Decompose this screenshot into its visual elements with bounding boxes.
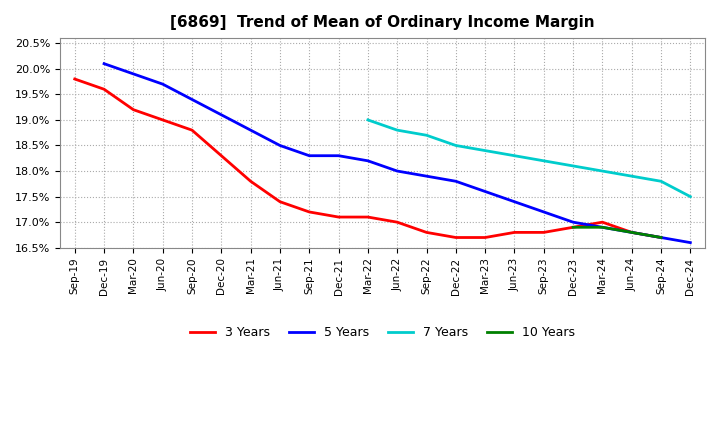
5 Years [246,128,255,133]
Line: 3 Years: 3 Years [75,79,661,238]
3 Years [71,77,79,82]
5 Years [188,97,197,102]
3 Years [334,214,343,220]
10 Years [569,225,577,230]
3 Years [100,87,109,92]
7 Years [393,128,402,133]
5 Years [276,143,284,148]
5 Years [158,81,167,87]
Line: 7 Years: 7 Years [368,120,690,197]
7 Years [598,169,607,174]
Line: 5 Years: 5 Years [104,64,690,242]
3 Years [217,153,225,158]
3 Years [246,179,255,184]
5 Years [305,153,314,158]
3 Years [364,214,372,220]
3 Years [510,230,519,235]
3 Years [569,225,577,230]
5 Years [422,173,431,179]
5 Years [393,169,402,174]
Line: 10 Years: 10 Years [573,227,661,238]
7 Years [627,173,636,179]
5 Years [657,235,665,240]
10 Years [657,235,665,240]
7 Years [686,194,695,199]
5 Years [364,158,372,163]
7 Years [569,163,577,169]
5 Years [569,220,577,225]
3 Years [451,235,460,240]
3 Years [188,128,197,133]
Title: [6869]  Trend of Mean of Ordinary Income Margin: [6869] Trend of Mean of Ordinary Income … [170,15,595,30]
10 Years [627,230,636,235]
5 Years [334,153,343,158]
3 Years [305,209,314,215]
5 Years [481,189,490,194]
3 Years [481,235,490,240]
7 Years [539,158,548,163]
5 Years [598,225,607,230]
3 Years [627,230,636,235]
5 Years [627,230,636,235]
3 Years [657,235,665,240]
5 Years [217,112,225,117]
7 Years [657,179,665,184]
3 Years [276,199,284,204]
10 Years [598,225,607,230]
3 Years [539,230,548,235]
5 Years [129,71,138,77]
7 Years [451,143,460,148]
3 Years [598,220,607,225]
5 Years [510,199,519,204]
5 Years [539,209,548,215]
5 Years [451,179,460,184]
3 Years [129,107,138,112]
3 Years [393,220,402,225]
3 Years [158,117,167,123]
7 Years [364,117,372,123]
Legend: 3 Years, 5 Years, 7 Years, 10 Years: 3 Years, 5 Years, 7 Years, 10 Years [185,321,580,344]
7 Years [481,148,490,153]
7 Years [510,153,519,158]
7 Years [422,132,431,138]
3 Years [422,230,431,235]
5 Years [686,240,695,245]
5 Years [100,61,109,66]
